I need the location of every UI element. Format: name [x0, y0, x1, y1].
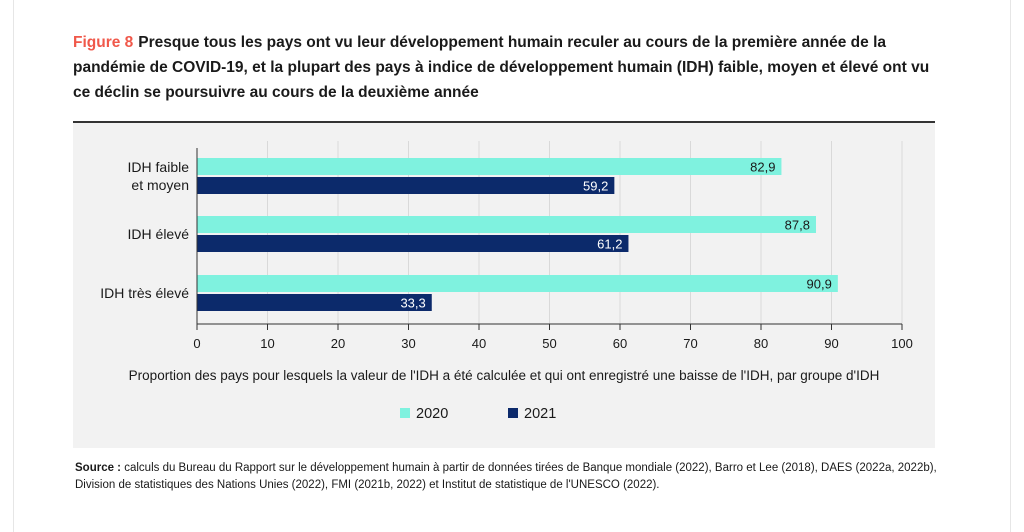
legend-label-2021: 2021: [524, 406, 556, 422]
bar-value-label: 33,3: [400, 296, 425, 311]
x-tick-label: 80: [754, 336, 768, 351]
x-tick-label: 0: [193, 336, 200, 351]
figure-title-text: Presque tous les pays ont vu leur dévelo…: [73, 34, 930, 101]
x-axis-title: Proportion des pays pour lesquels la val…: [129, 368, 880, 383]
bar: [197, 158, 782, 175]
x-tick-label: 30: [401, 336, 415, 351]
x-tick-label: 70: [683, 336, 697, 351]
x-tick-label: 20: [331, 336, 345, 351]
category-label: IDH élevé: [128, 226, 190, 242]
legend-label-2020: 2020: [416, 406, 448, 422]
bar-value-label: 82,9: [750, 160, 775, 175]
figure-label: Figure 8: [73, 34, 134, 51]
bar: [197, 177, 615, 194]
bar-chart: 82,9 87,8 90,9 59,2 61,2 33,3 0 10 20 30 40 50 60 70 8…: [100, 141, 913, 422]
x-tick-label: 60: [613, 336, 627, 351]
source-text: calculs du Bureau du Rapport sur le déve…: [75, 462, 937, 491]
category-label: IDH faible: [128, 159, 190, 175]
x-tick-label: 100: [891, 336, 913, 351]
title-rule: [73, 121, 935, 123]
bar-value-label: 90,9: [807, 277, 832, 292]
bar-value-label: 87,8: [785, 218, 810, 233]
legend-swatch-2021: [508, 408, 518, 418]
bar: [197, 275, 838, 292]
bar: [197, 294, 432, 311]
legend-swatch-2020: [400, 408, 410, 418]
bar: [197, 216, 816, 233]
source-note: Source : calculs du Bureau du Rapport su…: [75, 460, 955, 494]
figure-title: Figure 8 Presque tous les pays ont vu leu…: [73, 30, 933, 105]
category-label: IDH très élevé: [100, 285, 189, 301]
x-tick-label: 50: [542, 336, 556, 351]
page-frame-left: [13, 0, 14, 532]
bar: [197, 235, 629, 252]
bar-value-label: 59,2: [583, 179, 608, 194]
x-tick-label: 40: [472, 336, 486, 351]
x-tick-label: 90: [824, 336, 838, 351]
x-tick-label: 10: [260, 336, 274, 351]
bar-value-label: 61,2: [597, 237, 622, 252]
category-label: et moyen: [131, 177, 189, 193]
page-frame-right: [1010, 0, 1011, 532]
source-label: Source :: [75, 462, 122, 474]
